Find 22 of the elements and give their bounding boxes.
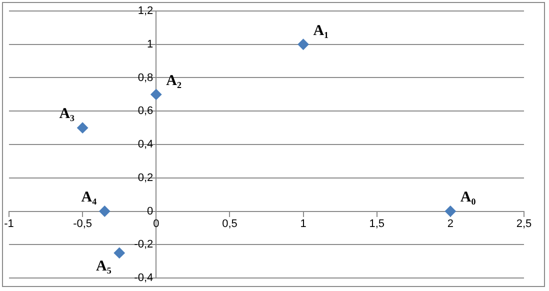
annotation: A₄ [81,190,98,206]
x-tick-label: 2 [447,218,454,230]
y-tick-label: 1,2 [138,5,154,18]
annotation: A₀ [460,190,476,206]
annotation: A₃ [59,106,76,122]
y-tick-label: 0,2 [138,172,154,184]
annotation: A₁ [313,22,329,39]
x-tick-label: 2,5 [516,218,532,230]
y-tick-label: 0,8 [138,72,154,84]
x-tick-label: 0,5 [222,218,238,230]
x-tick-label: 1 [300,218,306,230]
y-tick-label: 0,6 [138,105,154,118]
y-tick-label: 0,4 [138,138,154,151]
x-tick-label: 1,5 [369,218,385,230]
annotation: A₅ [96,258,112,274]
y-tick-label: 1 [147,38,154,50]
y-tick-label: -0,2 [134,238,154,251]
x-tick-label: -0,5 [73,218,92,230]
annotation: A₂ [166,72,182,89]
x-tick-label: -1 [4,218,14,230]
y-tick-label: -0,4 [134,272,154,284]
y-tick-label: 0 [147,205,154,218]
